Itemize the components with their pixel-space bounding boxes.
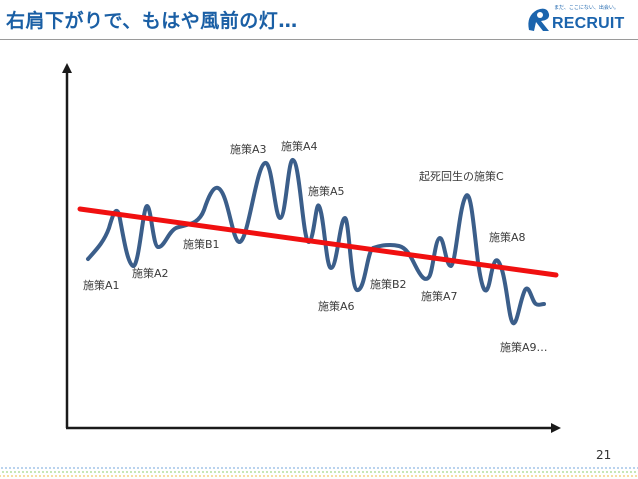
label-b1: 施策B1 [183,237,220,251]
label-b2: 施策B2 [370,277,407,291]
page-number: 21 [596,448,612,462]
slide-title: 右肩下がりで、もはや風前の灯… [6,10,298,32]
label-a1: 施策A1 [83,278,120,292]
recruit-logo-mark-icon [528,8,550,31]
label-a9: 施策A9… [500,340,548,354]
label-a6: 施策A6 [318,299,355,313]
performance-wave-line [86,157,546,326]
label-a2: 施策A2 [132,266,169,280]
logo-wordmark: RECRUIT [552,15,625,32]
label-c: 起死回生の施策C [419,169,504,183]
recruit-logo: まだ、ここにない、出会い。 RECRUIT [525,4,625,36]
label-a8: 施策A8 [489,230,526,244]
label-a3: 施策A3 [230,142,267,156]
label-a4: 施策A4 [281,139,318,153]
label-a5: 施策A5 [308,184,345,198]
downward-trend-line [77,206,559,278]
title-divider [0,39,638,40]
logo-tagline: まだ、ここにない、出会い。 [554,5,619,11]
footer-dotted-band [0,466,638,479]
label-a7: 施策A7 [421,289,458,303]
